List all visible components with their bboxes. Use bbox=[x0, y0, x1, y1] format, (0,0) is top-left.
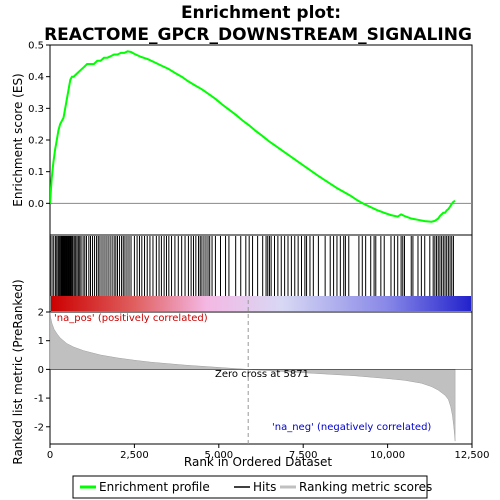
chart-title-line1: Enrichment plot: bbox=[181, 3, 341, 23]
xtick-label: 0 bbox=[47, 450, 53, 461]
es-ytick-label: 0.2 bbox=[28, 136, 44, 147]
es-ytick-label: 0.0 bbox=[28, 199, 44, 210]
legend-enrichment-label: Enrichment profile bbox=[99, 480, 210, 494]
legend-metric-label: Ranking metric scores bbox=[299, 480, 432, 494]
xtick-label: 12,500 bbox=[455, 450, 490, 461]
ranking-metric-area bbox=[49, 311, 456, 442]
metric-ytick-label: 0 bbox=[38, 365, 44, 376]
es-ylabel: Enrichment score (ES) bbox=[11, 73, 25, 206]
xtick-label: 2,500 bbox=[120, 450, 149, 461]
metric-panel-frame bbox=[49, 311, 473, 445]
legend-hits-label: Hits bbox=[253, 480, 276, 494]
enrichment-profile-line bbox=[50, 50, 456, 223]
metric-y-axis: -2 -1 0 1 2 bbox=[34, 308, 50, 433]
chart-title-line2: REACTOME_GPCR_DOWNSTREAM_SIGNALING bbox=[44, 25, 472, 45]
es-ytick-label: 0.3 bbox=[28, 104, 44, 115]
x-axis: 0 2,500 5,000 7,500 10,000 12,500 bbox=[47, 444, 490, 461]
xtick-label: 7,500 bbox=[289, 450, 318, 461]
es-ytick-label: 0.5 bbox=[28, 41, 44, 52]
xtick-label: 5,000 bbox=[204, 450, 233, 461]
neg-label: 'na_neg' (negatively correlated) bbox=[272, 422, 431, 433]
metric-ytick-label: 1 bbox=[38, 336, 44, 347]
es-y-axis: 0.0 0.1 0.2 0.3 0.4 0.5 bbox=[28, 41, 50, 210]
xtick-label: 10,000 bbox=[370, 450, 405, 461]
hits-markers bbox=[49, 236, 454, 296]
metric-ytick-label: -2 bbox=[34, 422, 44, 433]
rank-colorbar bbox=[51, 296, 471, 311]
metric-ytick-label: 2 bbox=[38, 308, 44, 319]
es-ytick-label: 0.1 bbox=[28, 167, 44, 178]
es-ytick-label: 0.4 bbox=[28, 72, 44, 83]
x-axis-label: Rank in Ordered Dataset bbox=[184, 455, 332, 469]
zero-cross-label: Zero cross at 5871 bbox=[215, 369, 309, 380]
pos-label: 'na_pos' (positively correlated) bbox=[54, 313, 208, 324]
metric-ylabel: Ranked list metric (PreRanked) bbox=[11, 279, 25, 464]
metric-ytick-label: -1 bbox=[34, 394, 44, 405]
